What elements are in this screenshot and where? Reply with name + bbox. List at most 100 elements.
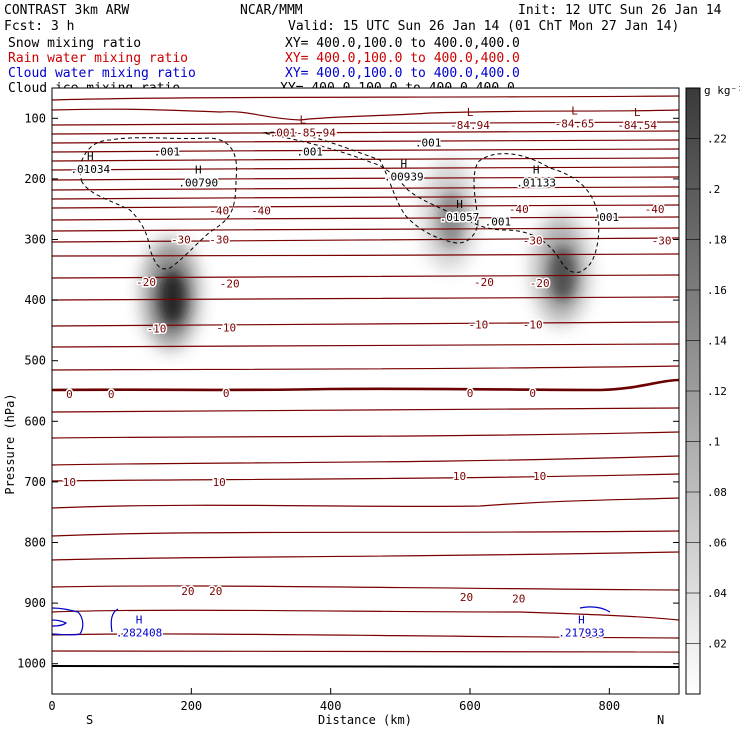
temperature-label-15: -10 [523, 318, 543, 331]
field-xy-rain: XY= 400.0,100.0 to 400.0,400.0 [285, 51, 520, 66]
extremum-value-1: -84.94 [450, 119, 490, 132]
colorbar-tick-label-1: .04 [707, 587, 727, 600]
colorbar: g kg⁻¹ .02 .04 .06 .08 .1 .12 .14 .16 .18 .2 .22 [685, 84, 740, 695]
y-tick-label-1: 200 [24, 172, 46, 186]
x-tick-label-4: 800 [598, 699, 620, 713]
extremum-marker-2: L [571, 104, 578, 117]
temperature-label-1: -40 [251, 204, 271, 217]
extremum-value-7: .01057 [440, 211, 480, 224]
temperature-label-16: 0 [66, 388, 73, 401]
cloud-ice-contour-label-0: .001 [154, 146, 181, 159]
field-xy-cloud-water: XY= 400.0,100.0 to 400.0,400.0 [285, 66, 520, 81]
temperature-label-8: -20 [136, 276, 156, 289]
y-tick-label-0: 100 [24, 111, 46, 125]
extremum-marker-4: H [87, 150, 94, 163]
extremum-marker-9: H [136, 613, 143, 626]
temperature-label-6: -30 [523, 235, 543, 248]
temperature-label-5: -30 [209, 234, 229, 247]
extremum-marker-7: H [456, 198, 463, 211]
extremum-value-5: .00790 [178, 177, 218, 190]
extremum-marker-1: L [467, 106, 474, 119]
plot-area [52, 88, 679, 694]
extremum-value-2: -84.65 [555, 117, 595, 130]
field-name-cloud-water: Cloud water mixing ratio [8, 66, 196, 81]
temperature-label-10: -20 [474, 276, 494, 289]
x-tick-label-3: 600 [459, 699, 481, 713]
temperature-label-7: -30 [652, 235, 672, 248]
temperature-label-20: 0 [529, 387, 536, 400]
extremum-marker-5: H [195, 164, 202, 177]
extremum-value-9: .282408 [116, 626, 162, 639]
extremum-value-8: .01133 [516, 177, 556, 190]
temperature-label-24: 10 [533, 470, 546, 483]
extremum-marker-8: H [533, 164, 540, 177]
field-xy-snow: XY= 400.0,100.0 to 400.0,400.0 [285, 36, 520, 51]
colorbar-tick-label-4: .1 [707, 436, 720, 449]
temperature-label-14: -10 [468, 318, 488, 331]
cloud-ice-contour-label-2: .001 [415, 137, 442, 150]
colorbar-tick-label-6: .14 [707, 335, 727, 348]
x-tick-label-2: 400 [320, 699, 342, 713]
model-title: CONTRAST 3km ARW [4, 3, 129, 18]
colorbar-tick-label-2: .06 [707, 537, 727, 550]
header: CONTRAST 3km ARW NCAR/MMM Init: 12 UTC S… [4, 3, 722, 96]
temperature-label-26: 20 [209, 585, 222, 598]
temperature-label-19: 0 [467, 387, 474, 400]
temperature-label-13: -10 [216, 321, 236, 334]
freezing-level-contour [52, 378, 679, 392]
temperature-label-27: 20 [460, 591, 473, 604]
y-tick-label-6: 700 [24, 475, 46, 489]
temperature-label-12: -10 [147, 323, 167, 336]
temperature-label-21: 10 [63, 476, 76, 489]
cloud-ice-contour-label-3: .001 [485, 215, 512, 228]
extremum-value-0: .001-85.94 [270, 126, 337, 139]
temperature-label-11: -20 [530, 277, 550, 290]
y-tick-label-8: 900 [24, 596, 46, 610]
y-tick-label-9: 1000 [17, 657, 46, 671]
y-tick-label-5: 600 [24, 414, 46, 428]
cloud-water-contours [52, 606, 611, 636]
temperature-label-3: -40 [645, 203, 665, 216]
colorbar-tick-label-8: .18 [707, 234, 727, 247]
contour-labels: -40 -40 -40 -40 -30 -30 -30 -30 -20 -20 -20 -20 -10 -… [61, 104, 673, 641]
temperature-label-23: 10 [453, 470, 466, 483]
extremum-value-4: .01034 [70, 163, 110, 176]
cloud-ice-contours [79, 131, 600, 273]
temperature-label-28: 20 [512, 592, 525, 605]
temperature-label-17: 0 [108, 388, 115, 401]
y-tick-label-7: 800 [24, 536, 46, 550]
colorbar-ticks: .02 .04 .06 .08 .1 .12 .14 .16 .18 .2 .22 [686, 133, 727, 651]
colorbar-tick-label-3: .08 [707, 486, 727, 499]
temperature-label-18: 0 [223, 387, 230, 400]
terrain-line [51, 665, 680, 668]
x-tick-label-0: 0 [48, 699, 55, 713]
extremum-value-10: .217933 [558, 626, 604, 639]
temperature-label-0: -40 [209, 204, 229, 217]
north-end-label: N [657, 713, 664, 727]
extremum-marker-3: L [634, 106, 641, 119]
temperature-label-2: -40 [509, 203, 529, 216]
y-tick-label-2: 300 [24, 233, 46, 247]
extremum-marker-0: L [299, 113, 306, 126]
temperature-label-9: -20 [220, 278, 240, 291]
temperature-label-25: 20 [181, 585, 194, 598]
extremum-marker-10: H [578, 613, 585, 626]
shade-maximum-0 [142, 239, 199, 350]
extremum-marker-6: H [401, 158, 408, 171]
colorbar-units: g kg⁻¹ [704, 84, 740, 97]
plot-frame [51, 87, 680, 695]
cloud-ice-contour-label-1: .001 [297, 146, 324, 159]
axes: 0 200 400 600 800100200300400500600700800900… [17, 111, 679, 713]
y-tick-label-3: 400 [24, 293, 46, 307]
x-tick-label-1: 200 [180, 699, 202, 713]
extremum-value-3: -84.54 [617, 119, 657, 132]
field-name-snow: Snow mixing ratio [8, 36, 141, 51]
cloud-ice-contour-label-4: .001 [593, 211, 620, 224]
colorbar-tick-label-10: .22 [707, 133, 727, 146]
temperature-contours [52, 95, 679, 653]
y-axis-label: Pressure (hPa) [3, 393, 17, 494]
org-label: NCAR/MMM [240, 3, 303, 18]
forecast-hour: Fcst: 3 h [4, 19, 74, 34]
shade-maximum-2 [532, 214, 589, 325]
